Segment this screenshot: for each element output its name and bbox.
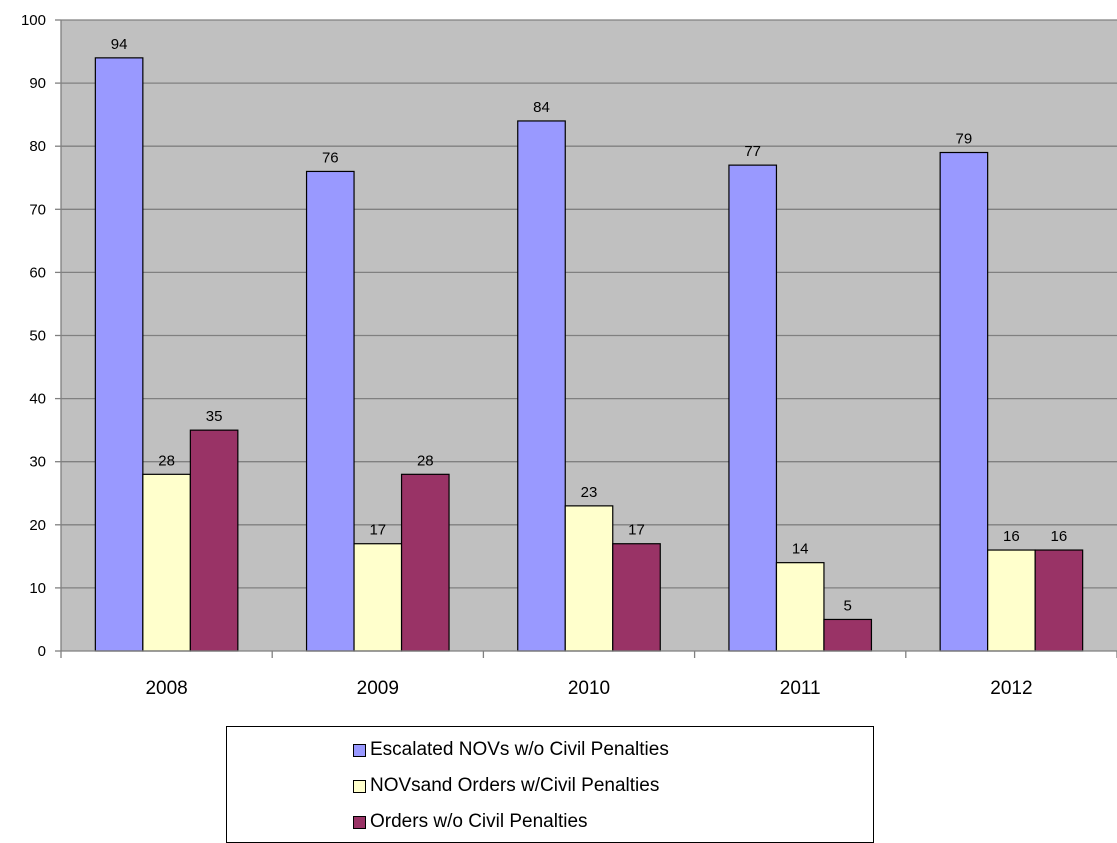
y-tick-label: 0	[38, 643, 46, 660]
legend-item-novs-orders: NOVsand Orders w/Civil Penalties	[353, 773, 659, 799]
data-label: 76	[322, 149, 339, 166]
data-label: 28	[158, 452, 175, 469]
bar	[612, 543, 661, 652]
bar	[939, 151, 989, 652]
data-label: 17	[628, 522, 645, 539]
data-label: 14	[792, 541, 809, 558]
data-label: 77	[744, 143, 761, 160]
y-tick-label: 100	[21, 12, 46, 29]
bar	[400, 473, 450, 652]
x-tick-label: 2009	[357, 678, 399, 699]
bar	[517, 120, 566, 652]
y-tick-label: 50	[29, 328, 46, 345]
bar	[142, 473, 191, 652]
y-tick-label: 80	[29, 138, 46, 155]
bar-chart: 94 28 35 76 17 28 84 23 17 77 14 5 79 16 16 0 10 20 30 40 5…	[21, 12, 1117, 699]
legend-label-novs-orders: NOVsand Orders w/Civil Penalties	[370, 775, 660, 796]
x-axis: 2008 2009 2010 2011 2012	[60, 650, 1117, 699]
y-tick-label: 40	[29, 391, 46, 408]
data-label: 79	[956, 131, 973, 148]
data-label: 94	[111, 36, 128, 53]
bar	[564, 505, 614, 652]
data-label: 28	[417, 452, 434, 469]
legend-label-orders: Orders w/o Civil Penalties	[370, 811, 588, 832]
bar	[189, 429, 239, 652]
legend-item-orders: Orders w/o Civil Penalties	[353, 809, 588, 835]
bar	[728, 164, 778, 652]
legend: Escalated NOVs w/o Civil Penalties NOVsa…	[226, 726, 874, 843]
bar	[775, 562, 825, 652]
bar	[987, 549, 1036, 652]
x-tick-label: 2010	[568, 678, 610, 699]
data-label: 16	[1051, 528, 1068, 545]
y-tick-label: 10	[29, 580, 46, 597]
x-tick-label: 2012	[990, 678, 1032, 699]
y-axis: 0 10 20 30 40 50 60 70 80 90 100	[21, 12, 62, 660]
data-label: 84	[533, 99, 550, 116]
data-label: 17	[369, 522, 386, 539]
y-tick-label: 70	[29, 201, 46, 218]
legend-label-escalated: Escalated NOVs w/o Civil Penalties	[370, 739, 669, 760]
bar	[305, 170, 355, 652]
legend-swatch-escalated	[353, 743, 366, 757]
data-labels: 94 28 35 76 17 28 84 23 17 77 14 5 79 16 16	[111, 36, 1067, 615]
x-tick-label: 2011	[780, 678, 821, 699]
data-label: 23	[581, 484, 598, 501]
y-tick-label: 60	[29, 264, 46, 281]
y-tick-label: 90	[29, 75, 46, 92]
bar	[94, 57, 144, 652]
y-tick-label: 30	[29, 454, 46, 471]
legend-item-escalated: Escalated NOVs w/o Civil Penalties	[353, 737, 669, 763]
legend-swatch-orders	[353, 815, 366, 829]
data-label: 5	[844, 597, 852, 614]
y-tick-label: 20	[29, 517, 46, 534]
x-tick-label: 2008	[145, 678, 187, 699]
legend-swatch-novs-orders	[353, 779, 366, 793]
bar	[1034, 549, 1084, 652]
data-label: 35	[206, 408, 223, 425]
bars	[94, 57, 1084, 652]
bar	[823, 618, 873, 652]
bar	[353, 543, 403, 652]
data-label: 16	[1003, 528, 1020, 545]
